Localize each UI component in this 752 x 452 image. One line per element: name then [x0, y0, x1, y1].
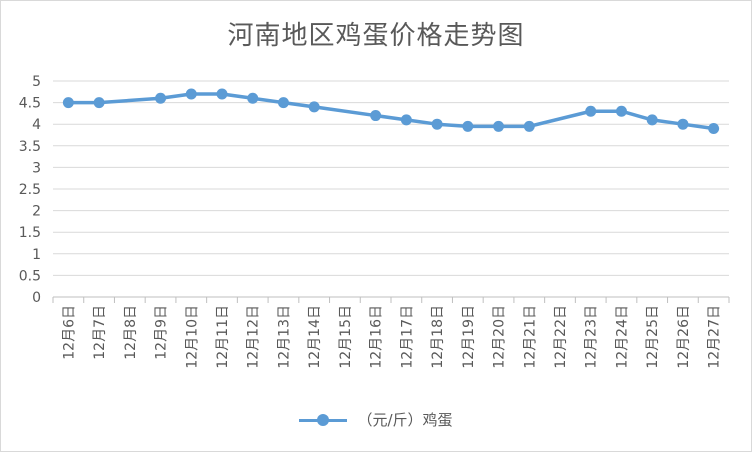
- data-point: [370, 110, 382, 122]
- x-tick-label: 12月22日: [553, 305, 569, 369]
- data-point: [493, 120, 505, 132]
- x-tick-label: 12月15日: [338, 305, 354, 369]
- data-point: [646, 114, 658, 126]
- data-point: [308, 101, 320, 113]
- y-tick-label: 0: [32, 290, 41, 306]
- legend-swatch: [299, 413, 348, 427]
- x-tick-label: 12月10日: [184, 305, 200, 369]
- data-point: [523, 120, 535, 132]
- x-tick-label: 12月8日: [123, 305, 139, 360]
- y-tick-label: 5: [32, 74, 41, 90]
- legend-label: （元/斤）鸡蛋: [357, 411, 453, 429]
- x-tick-label: 12月9日: [154, 305, 170, 360]
- x-tick-label: 12月23日: [584, 305, 600, 369]
- x-tick-label: 12月25日: [645, 305, 661, 369]
- x-tick-label: 12月14日: [307, 305, 323, 369]
- data-point: [277, 97, 289, 109]
- chart-title: 河南地区鸡蛋价格走势图: [227, 21, 525, 51]
- data-point: [585, 105, 597, 117]
- data-point: [708, 123, 720, 135]
- y-tick-label: 2: [32, 204, 41, 220]
- x-tick-label: 12月19日: [461, 305, 477, 369]
- legend: （元/斤）鸡蛋: [1, 409, 751, 430]
- x-tick-label: 12月12日: [246, 305, 262, 369]
- data-point: [677, 118, 689, 130]
- data-point: [93, 97, 105, 109]
- x-tick-label: 12月26日: [676, 305, 692, 369]
- data-point: [155, 92, 167, 104]
- x-tick-label: 12月16日: [369, 305, 385, 369]
- x-tick-label: 12月24日: [614, 305, 630, 369]
- data-point: [216, 88, 228, 100]
- y-tick-label: 2.5: [19, 182, 41, 198]
- data-point: [400, 114, 412, 126]
- y-tick-label: 1.5: [19, 225, 41, 241]
- x-tick-label: 12月18日: [430, 305, 446, 369]
- y-tick-label: 3.5: [19, 139, 41, 155]
- y-tick-label: 4: [32, 117, 41, 133]
- data-point: [185, 88, 197, 100]
- x-tick-label: 12月13日: [276, 305, 292, 369]
- y-tick-label: 4.5: [19, 96, 41, 112]
- data-point: [462, 120, 474, 132]
- x-tick-label: 12月21日: [522, 305, 538, 369]
- x-tick-label: 12月20日: [492, 305, 508, 369]
- y-tick-label: 3: [32, 160, 41, 176]
- x-tick-label: 12月17日: [399, 305, 415, 369]
- y-tick-label: 0.5: [19, 268, 41, 284]
- x-tick-label: 12月11日: [215, 305, 231, 369]
- data-point: [247, 92, 259, 104]
- data-point: [62, 97, 74, 109]
- x-tick-label: 12月7日: [92, 305, 108, 360]
- x-tick-label: 12月27日: [707, 305, 723, 369]
- y-tick-label: 1: [32, 247, 41, 263]
- x-tick-label: 12月6日: [61, 305, 77, 360]
- data-point: [431, 118, 443, 130]
- data-point: [615, 105, 627, 117]
